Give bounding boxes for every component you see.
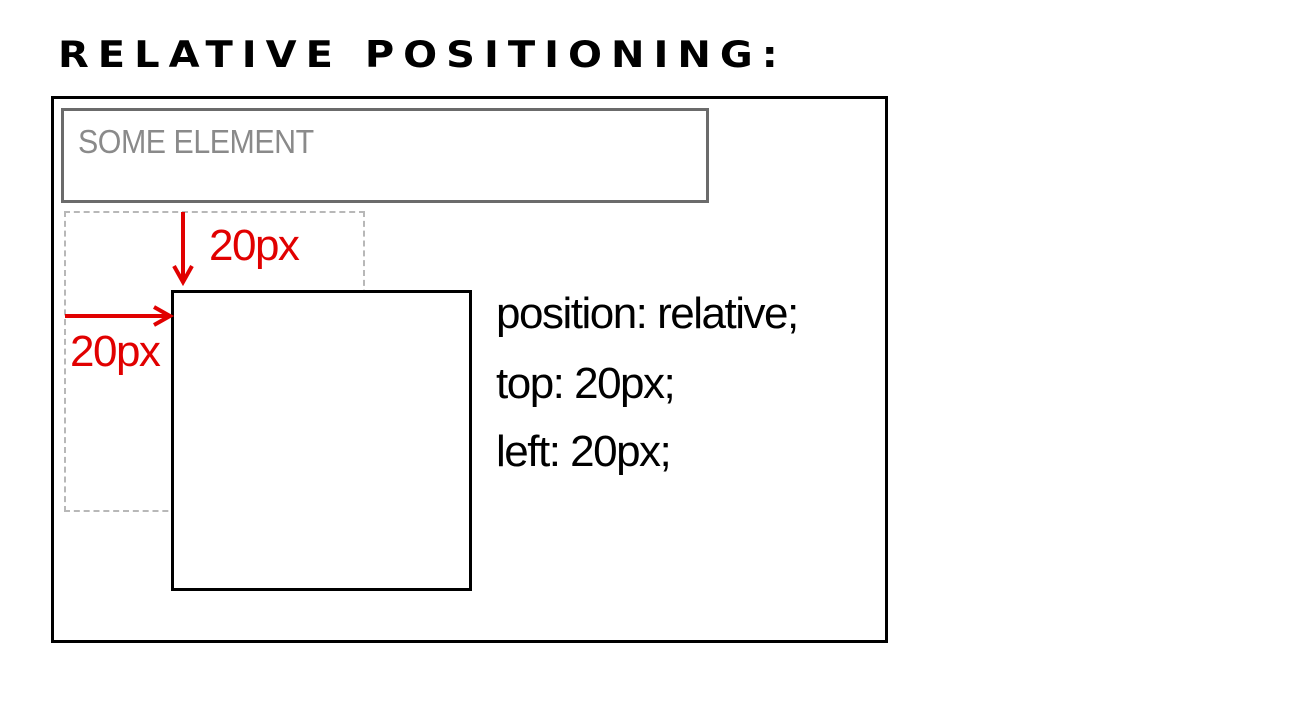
page-title: RELATIVE POSITIONING: xyxy=(58,34,787,77)
left-offset-label: 20px xyxy=(70,327,161,376)
top-offset-label: 20px xyxy=(209,221,300,270)
relatively-positioned-box xyxy=(171,290,472,591)
code-line-left: left: 20px; xyxy=(496,427,672,476)
some-element-box: SOME ELEMENT xyxy=(61,108,709,203)
code-line-top: top: 20px; xyxy=(496,359,676,408)
code-line-position: position: relative; xyxy=(496,289,799,338)
some-element-label: SOME ELEMENT xyxy=(78,123,314,160)
